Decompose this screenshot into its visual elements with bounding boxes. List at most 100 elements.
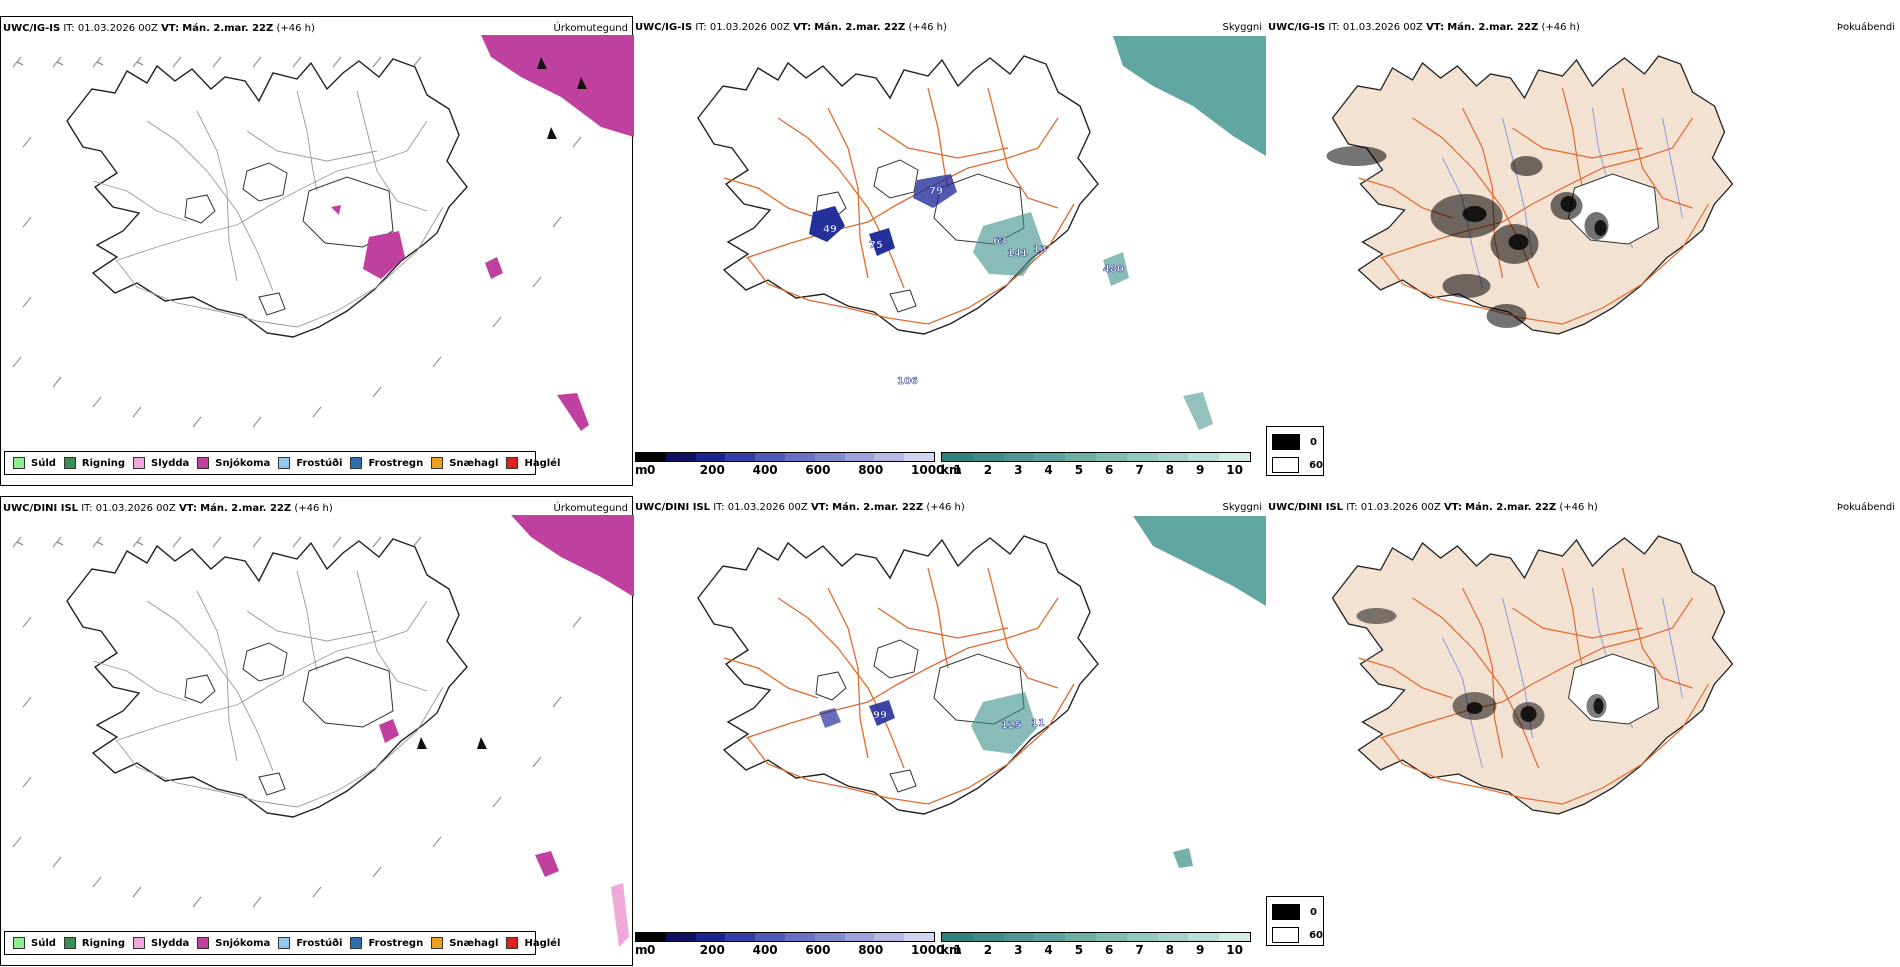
colorbar-step — [665, 933, 696, 941]
cloud-value-labels: 49 75 79 63 141 13 480 106 — [823, 186, 1124, 388]
vt-value: Mán. 2.mar. 22Z — [1465, 502, 1557, 513]
panel-header: UWC/DINI ISL IT: 01.03.2026 00Z VT: Mán.… — [1268, 502, 1598, 513]
colorbar-tick: 2 — [983, 943, 993, 957]
panel-header: UWC/IG-IS IT: 01.03.2026 00Z VT: Mán. 2.… — [1268, 22, 1580, 33]
colorbar-step — [755, 453, 785, 461]
colorbar-step — [1188, 933, 1220, 941]
panel-header: UWC/DINI ISL IT: 01.03.2026 00Z VT: Mán.… — [3, 503, 333, 514]
colorbar-tick: 400 — [752, 463, 778, 477]
colorbar-step — [972, 933, 1004, 941]
it-value: 01.03.2026 00Z — [1342, 22, 1423, 33]
colorbar-step — [784, 933, 815, 941]
legend-label: Frostúði — [296, 457, 343, 469]
colorbar-tick: 10 — [1226, 463, 1243, 477]
colorbar-step — [1157, 933, 1189, 941]
colorbar-step — [755, 933, 785, 941]
colorbar-tick: 2 — [983, 463, 993, 477]
colorbar-tick: 10 — [1226, 943, 1243, 957]
vt-label: VT: — [161, 23, 180, 34]
colorbar-tick: 800 — [858, 463, 884, 477]
colorbar-step — [695, 933, 726, 941]
it-value: 01.03.2026 00Z — [77, 23, 158, 34]
colorbar-unit: m — [635, 943, 648, 957]
colorbar-step — [1126, 933, 1158, 941]
panel-title-cloud: Skyggni — [1222, 502, 1262, 513]
panel-header: UWC/IG-IS IT: 01.03.2026 00Z VT: Mán. 2.… — [635, 22, 947, 33]
model-name: UWC/IG-IS — [3, 23, 61, 34]
legend-swatch — [350, 457, 363, 469]
legend-swatch — [506, 457, 519, 469]
vt-label: VT: — [1443, 502, 1462, 513]
ceiling-colorbar: m 0 200 400 600 800 1000 — [635, 932, 944, 960]
cloud-label: 141 — [1007, 248, 1028, 259]
colorbar-tick: 8 — [1165, 943, 1175, 957]
precip-type-panel-row2: UWC/DINI ISL IT: 01.03.2026 00Z VT: Mán.… — [0, 496, 634, 966]
cloud-label: 106 — [897, 376, 918, 387]
legend-swatch — [133, 937, 146, 949]
legend-label: Slydda — [151, 457, 190, 469]
colorbar-step — [1157, 453, 1189, 461]
colorbar-unit: km — [941, 463, 962, 477]
colorbar-unit: m — [635, 463, 648, 477]
panel-title-fog: Þokuábendi — [1836, 502, 1895, 513]
colorbar-step — [904, 933, 934, 941]
colorbar-tick: 200 — [699, 463, 725, 477]
colorbar-step — [665, 453, 696, 461]
colorbar-step — [695, 453, 726, 461]
panel-title-cloud: Skyggni — [1222, 22, 1262, 33]
colorbar-step — [1219, 453, 1250, 461]
legend-item-frostregn: Frostregn — [350, 937, 423, 949]
fog-panel-row1: UWC/IG-IS IT: 01.03.2026 00Z VT: Mán. 2.… — [1266, 16, 1899, 486]
precip-map-row1 — [12, 35, 634, 431]
cloud-label: 99 — [873, 710, 887, 721]
legend-label: Frostregn — [368, 937, 424, 949]
legend-item-frostregn: Frostregn — [350, 457, 423, 469]
precip-type-legend: Súld Rigning Slydda Snjókoma Frostúði Frostre… — [4, 931, 560, 955]
it-value: 01.03.2026 00Z — [1360, 502, 1441, 513]
legend-label: Snæhagl — [449, 937, 499, 949]
model-name: UWC/DINI ISL — [635, 502, 711, 513]
legend-swatch — [350, 937, 363, 949]
colorbar-tick: 1 — [953, 943, 962, 957]
cloud-panel-row2: 99 125 11 UWC/DINI ISL IT: 01.03.2026 00… — [633, 496, 1266, 966]
colorbar-step — [1065, 453, 1096, 461]
colorbar-tick: 600 — [805, 463, 831, 477]
legend-item-haglél: Haglél — [506, 457, 560, 469]
colorbar-step — [814, 933, 845, 941]
it-value: 01.03.2026 00Z — [727, 502, 808, 513]
colorbar-tick: 9 — [1195, 943, 1205, 957]
colorbar-ramp — [635, 932, 935, 942]
legend-item-slydda: Slydda — [133, 457, 189, 469]
vt-label: VT: — [1426, 22, 1445, 33]
fog-legend-swatch — [1272, 434, 1300, 450]
colorbar-step — [1126, 453, 1158, 461]
colorbar-tick: 5 — [1074, 463, 1084, 477]
legend-swatch — [197, 937, 210, 949]
it-label: IT: — [1328, 22, 1340, 33]
colorbar-step — [725, 933, 756, 941]
colorbar-tick: 200 — [699, 943, 725, 957]
legend-item-rigning: Rigning — [63, 937, 125, 949]
cloud-label: 75 — [869, 240, 883, 251]
colorbar-tick: 5 — [1074, 943, 1084, 957]
lead-time: (+46 h) — [294, 503, 333, 514]
legend-swatch — [13, 457, 25, 469]
colorbar-step — [874, 453, 905, 461]
legend-swatch — [133, 457, 146, 469]
cloud-label: 79 — [929, 186, 943, 197]
fog-legend-swatch — [1272, 927, 1300, 943]
colorbar-step — [636, 933, 666, 941]
legend-label: Snæhagl — [449, 457, 499, 469]
fog-legend-item: 0 — [1272, 434, 1323, 450]
legend-swatch — [431, 457, 444, 469]
colorbar-tick: 800 — [858, 943, 884, 957]
legend-item-snæhagl: Snæhagl — [431, 937, 498, 949]
colorbar-step — [725, 453, 756, 461]
visibility-colorbar: km 1 2 3 4 5 6 7 8 9 10 — [941, 452, 1251, 480]
vt-label: VT: — [178, 503, 197, 514]
legend-label: Haglél — [524, 457, 561, 469]
colorbar-step — [1034, 453, 1066, 461]
visibility-colorbar: km 1 2 3 4 5 6 7 8 9 10 — [941, 932, 1251, 960]
fog-legend-swatch — [1272, 457, 1300, 473]
panel-header: UWC/DINI ISL IT: 01.03.2026 00Z VT: Mán.… — [635, 502, 965, 513]
